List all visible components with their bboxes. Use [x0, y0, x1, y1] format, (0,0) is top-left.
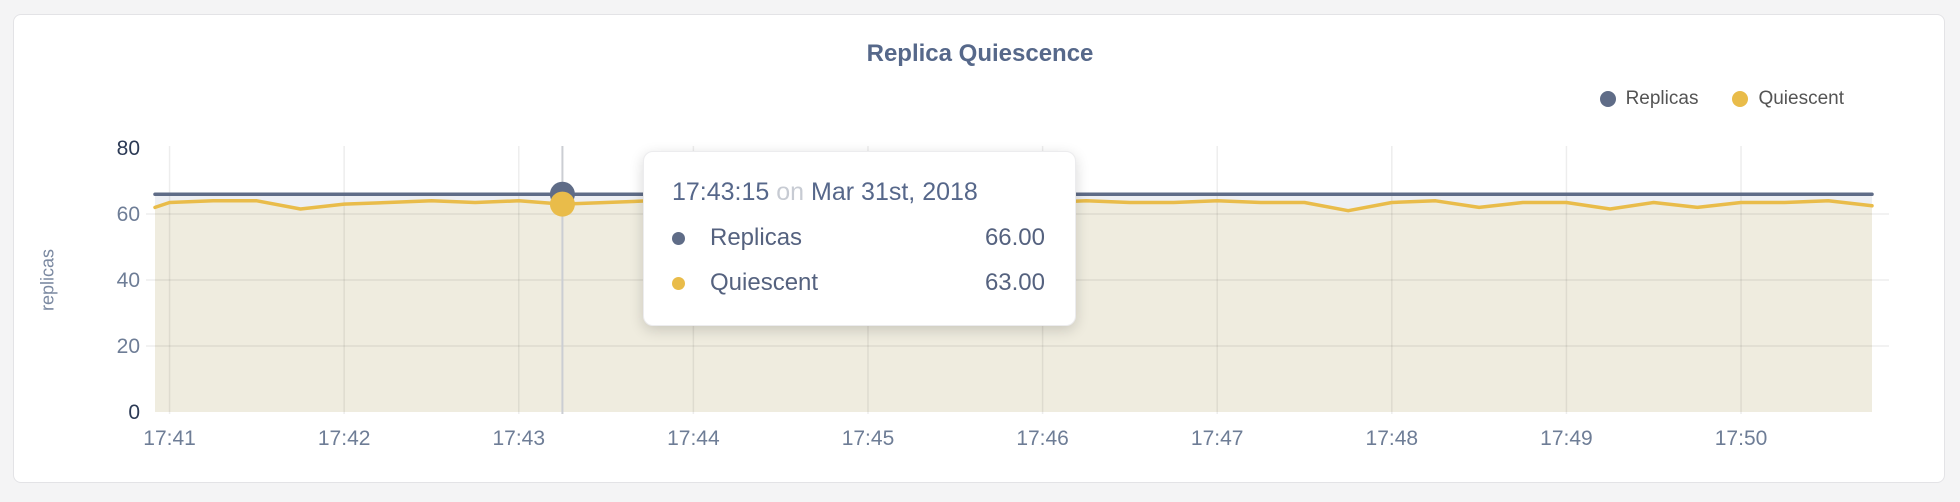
legend-label-quiescent: Quiescent — [1758, 88, 1844, 109]
legend-label-replicas: Replicas — [1625, 88, 1699, 109]
x-tick-label: 17:44 — [667, 427, 720, 450]
tooltip-value-quiescent: 63.00 — [984, 269, 1045, 296]
tooltip-row-quiescent: Quiescent 63.00 — [672, 269, 1045, 297]
x-tick-label: 17:45 — [842, 427, 895, 450]
x-tick-label: 17:50 — [1715, 427, 1768, 450]
x-tick-label: 17:48 — [1366, 427, 1419, 450]
legend-dot-quiescent-icon — [1732, 91, 1749, 107]
chart-tooltip: 17:43:15 on Mar 31st, 2018 Replicas 66.0… — [643, 151, 1076, 326]
tooltip-time: 17:43:15 — [672, 178, 770, 206]
y-tick-label: 0 — [128, 401, 140, 424]
hover-dot-quiescent — [549, 191, 575, 217]
y-axis-label: replicas — [37, 248, 58, 312]
legend-item-quiescent[interactable]: Quiescent — [1732, 88, 1844, 110]
y-tick-label: 20 — [117, 335, 140, 358]
y-tick-label: 40 — [117, 269, 140, 292]
tooltip-dot-quiescent-icon — [672, 276, 685, 290]
tooltip-dot-replicas-icon — [672, 231, 685, 245]
x-tick-label: 17:46 — [1016, 427, 1069, 450]
tooltip-title: 17:43:15 on Mar 31st, 2018 — [672, 178, 1045, 207]
tooltip-label-replicas: Replicas — [710, 224, 803, 251]
tooltip-value-replicas: 66.00 — [984, 224, 1045, 251]
chart-title: Replica Quiescence — [866, 40, 1094, 67]
x-tick-label: 17:47 — [1191, 427, 1244, 450]
tooltip-connector: on — [776, 178, 805, 206]
legend: Replicas Quiescent — [1599, 88, 1844, 110]
x-tick-label: 17:41 — [143, 427, 196, 450]
tooltip-label-quiescent: Quiescent — [710, 269, 819, 296]
tooltip-row-replicas: Replicas 66.00 — [672, 224, 1045, 252]
legend-item-replicas[interactable]: Replicas — [1599, 88, 1699, 110]
tooltip-date: Mar 31st, 2018 — [811, 178, 978, 206]
x-tick-label: 17:49 — [1540, 427, 1593, 450]
y-tick-label: 80 — [117, 137, 140, 160]
x-tick-label: 17:43 — [492, 427, 545, 450]
legend-dot-replicas-icon — [1599, 91, 1616, 107]
x-tick-label: 17:42 — [318, 427, 371, 450]
y-tick-label: 60 — [117, 203, 140, 226]
